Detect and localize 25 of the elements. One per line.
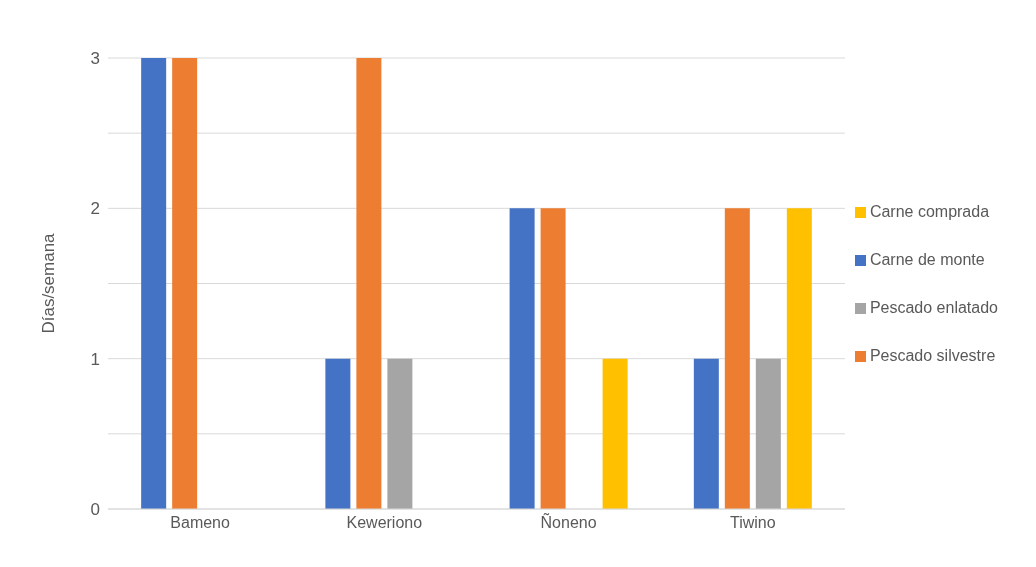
bar (356, 58, 382, 509)
bar (509, 208, 535, 509)
bar (755, 358, 781, 509)
legend-label: Pescado silvestre (869, 346, 996, 364)
bar (540, 208, 566, 509)
x-tick-label: Ñoneno (540, 512, 597, 532)
bar (172, 58, 198, 509)
y-tick-label: 1 (90, 349, 100, 369)
bar (786, 208, 812, 509)
bar (325, 358, 351, 509)
bar (724, 208, 750, 509)
bar (141, 58, 167, 509)
bar (602, 358, 628, 509)
x-tick-label: Bameno (170, 514, 231, 532)
y-tick-label: 3 (90, 49, 100, 69)
y-axis-title: Días/semana (39, 232, 59, 334)
y-tick-label: 0 (90, 500, 100, 520)
y-tick-label: 2 (90, 199, 100, 219)
legend-label: Carne de monte (869, 250, 985, 268)
bar (387, 358, 413, 509)
x-tick-label: Keweriono (346, 514, 423, 532)
legend-label: Pescado enlatado (869, 298, 998, 316)
x-tick-label: Tiwino (729, 514, 776, 532)
bar (693, 358, 719, 509)
legend-label: Carne comprada (869, 202, 990, 220)
